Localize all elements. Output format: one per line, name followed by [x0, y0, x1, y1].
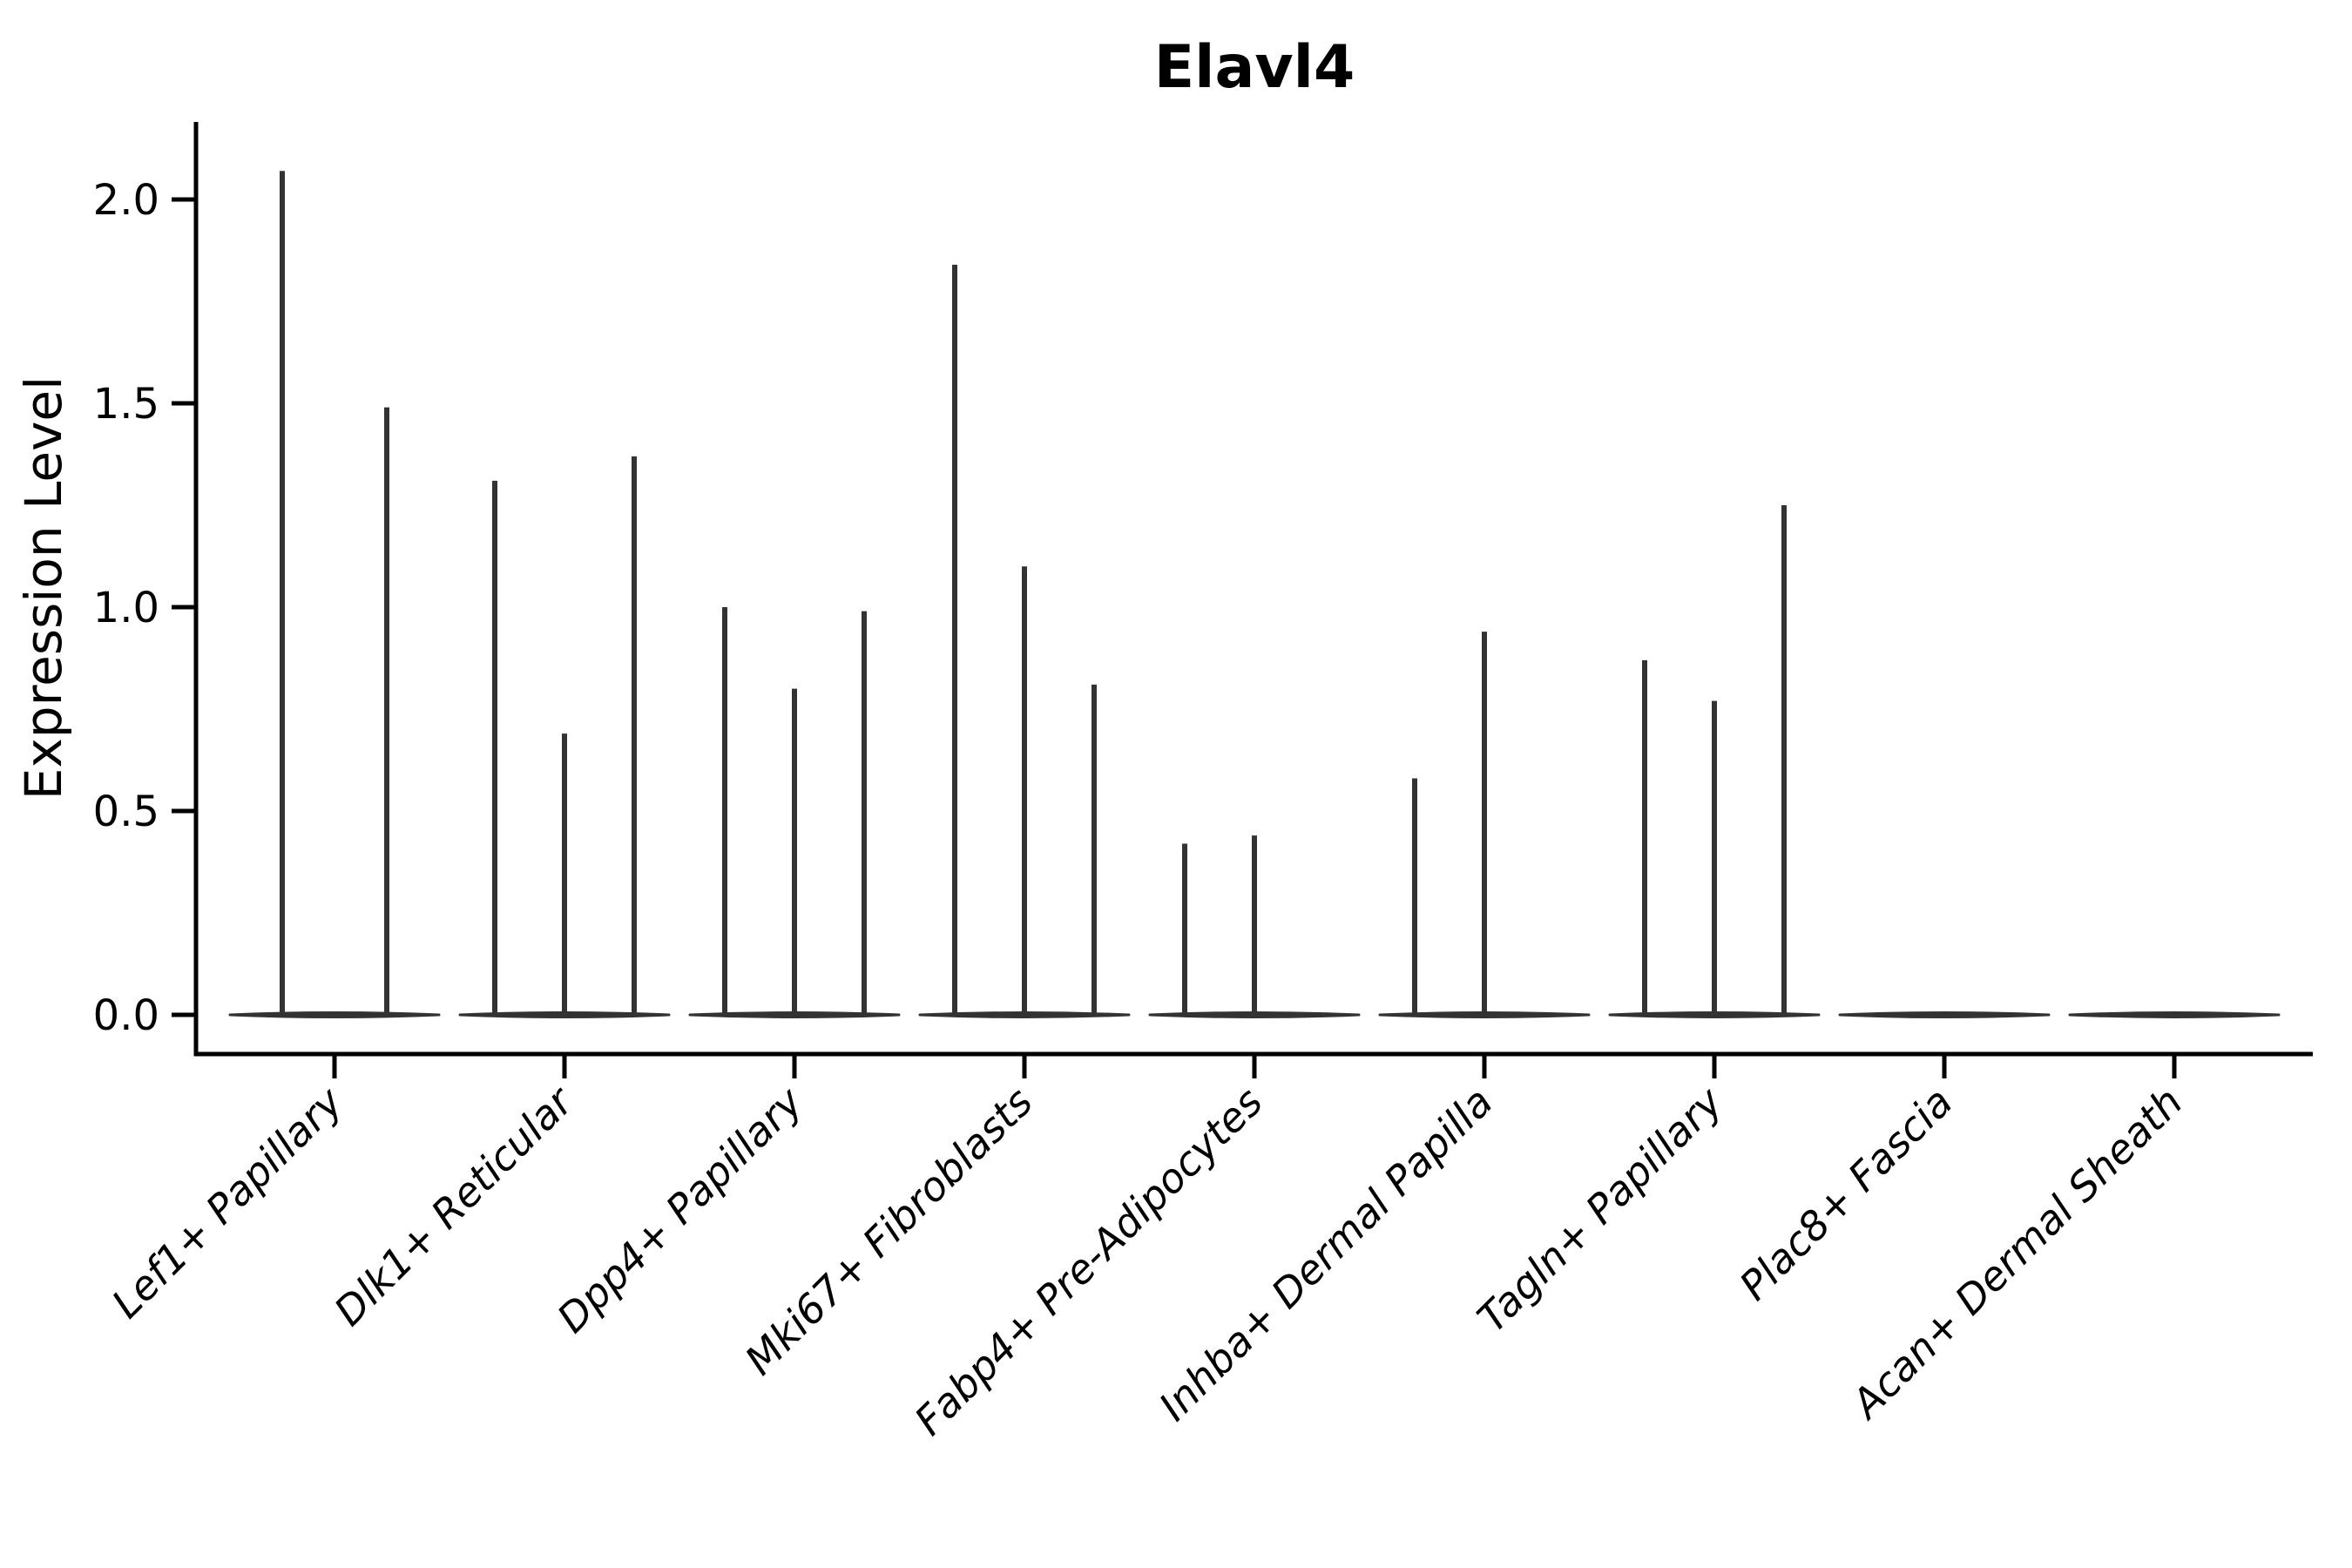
x-tick-label: Plac8+ Fascia	[1730, 1078, 1961, 1309]
violin-baseline	[228, 1011, 441, 1018]
y-tick-label: 2.0	[93, 176, 159, 225]
y-tick-label: 0.0	[93, 991, 159, 1040]
violin-baseline	[2068, 1011, 2281, 1018]
violin-baseline	[1838, 1011, 2051, 1018]
x-tick-label: Dpp4+ Papillary	[548, 1078, 812, 1342]
x-tick-label: Lef1+ Papillary	[103, 1078, 352, 1327]
x-tick-label: Tagln+ Papillary	[1468, 1078, 1732, 1342]
y-tick-label: 0.5	[93, 787, 159, 836]
y-tick-label: 1.5	[93, 380, 159, 429]
chart-title: Elavl4	[1154, 33, 1355, 102]
y-tick-label: 1.0	[93, 584, 159, 632]
y-axis-label: Expression Level	[14, 376, 73, 800]
x-tick-label: Dlk1+ Reticular	[325, 1076, 584, 1335]
